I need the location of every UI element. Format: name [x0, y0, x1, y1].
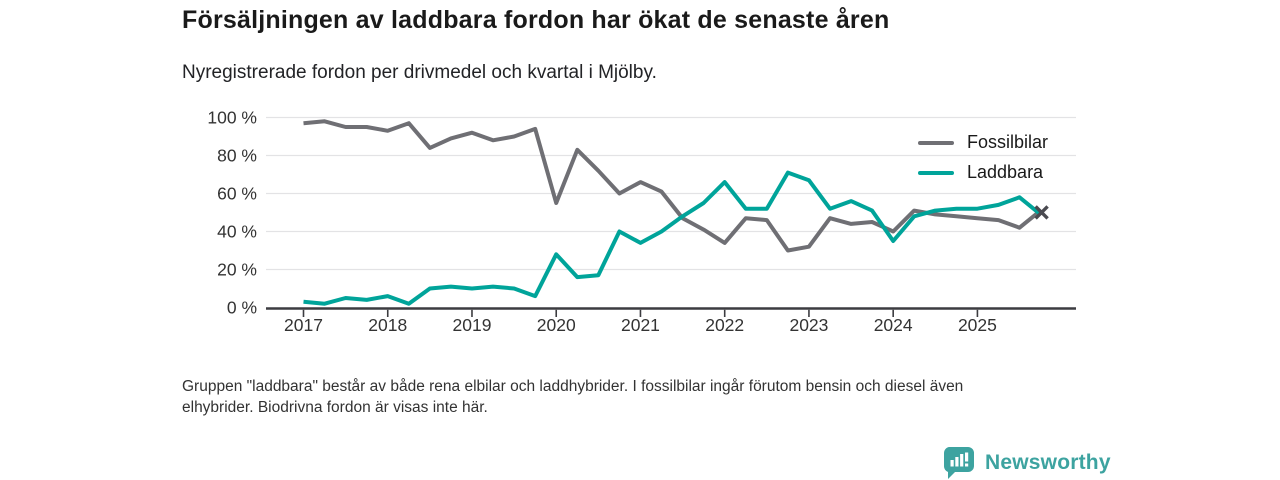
x-tick-label: 2021 [621, 315, 660, 335]
x-tick-label: 2018 [368, 315, 407, 335]
legend-label: Fossilbilar [967, 132, 1049, 152]
x-tick-label: 2017 [284, 315, 323, 335]
legend-item-laddbara: Laddbara [916, 161, 1053, 184]
x-tick-label: 2024 [874, 315, 913, 335]
y-tick-label: 0 % [227, 298, 257, 318]
y-tick-label: 40 % [217, 222, 257, 242]
y-tick-label: 60 % [217, 184, 257, 204]
y-tick-label: 20 % [217, 260, 257, 280]
laddbara-line [303, 170, 1042, 306]
x-tick-label: 2025 [958, 315, 997, 335]
footnote-line: elhybrider. Biodrivna fordon är visas in… [182, 398, 488, 416]
newsworthy-branding: Newsworthy [944, 447, 1111, 479]
page-title: Försäljningen av laddbara fordon har öka… [182, 6, 890, 34]
legend-item-fossilbilar: Fossilbilar [916, 131, 1053, 154]
footnote-line: Gruppen "laddbara" består av både rena e… [182, 378, 964, 395]
x-tick-label: 2020 [537, 315, 576, 335]
chart-legend: Fossilbilar Laddbara [916, 131, 1053, 184]
end-x-marker [1034, 205, 1049, 220]
fossilbilar-line [303, 119, 1042, 253]
laddbara-line-swatch-icon [918, 170, 954, 175]
x-tick-label: 2022 [705, 315, 744, 335]
bar-chart-speech-bubble-icon [944, 447, 974, 479]
chart-footnote: Gruppen "laddbara" består av både rena e… [182, 377, 1082, 418]
newsworthy-wordmark: Newsworthy [985, 451, 1111, 474]
y-tick-label: 80 % [217, 146, 257, 166]
x-tick-label: 2023 [789, 315, 828, 335]
x-tick-label: 2019 [453, 315, 492, 335]
legend-label: Laddbara [967, 162, 1044, 182]
y-tick-label: 100 % [207, 108, 257, 128]
chart-subtitle: Nyregistrerade fordon per drivmedel och … [182, 62, 657, 83]
fossilbilar-line-swatch-icon [918, 140, 954, 145]
